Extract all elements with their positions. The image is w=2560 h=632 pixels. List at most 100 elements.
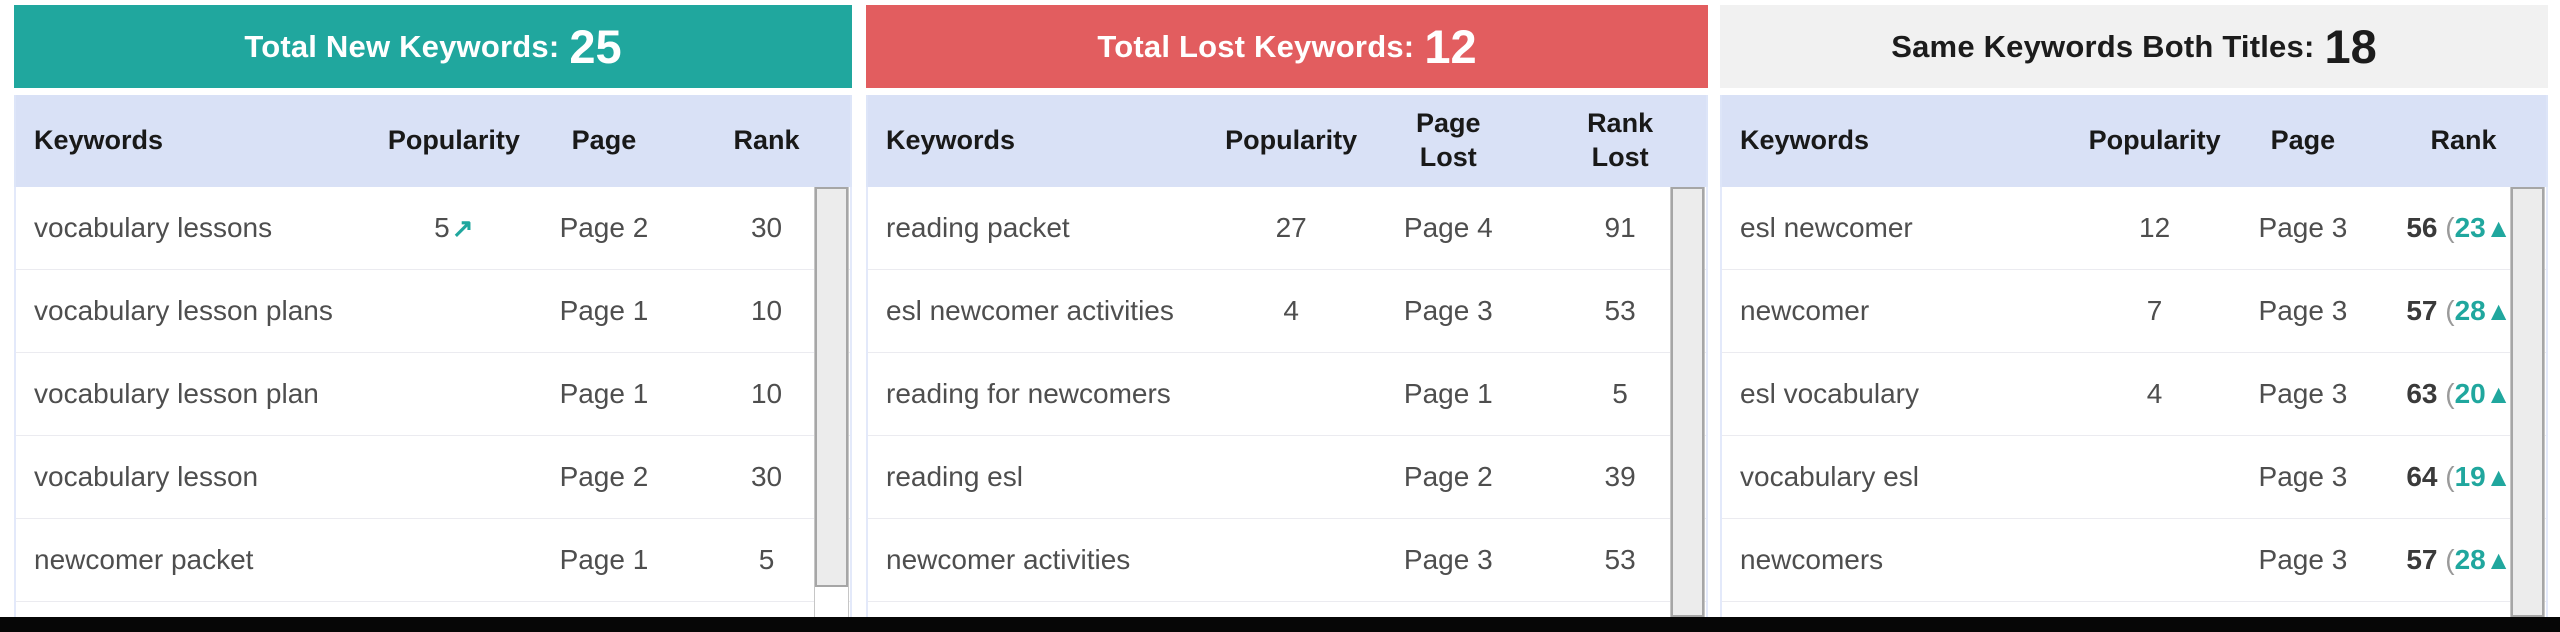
panel-title: Total New Keywords: (244, 28, 560, 64)
panel-same-keywords: Same Keywords Both Titles: 18 Keywords P… (1720, 5, 2548, 617)
page-cell: Page 3 (2258, 544, 2348, 575)
keyword-cell: newcomer (1740, 295, 1870, 326)
popularity-cell: 7 (2146, 295, 2163, 326)
table-row[interactable]: vocabulary lesson Page 2 30 (16, 436, 850, 519)
column-header-popularity: Popularity (1225, 125, 1358, 156)
keyword-cell: newcomers (1740, 544, 1884, 575)
page-cell: Page 1 (559, 295, 649, 326)
keyword-cell: vocabulary lesson plans (34, 295, 333, 326)
rank-cell: 5 (758, 544, 775, 575)
table-row[interactable]: newcomers Page 3 57 (28▲) (1722, 519, 2546, 602)
column-header-rank-lost: Rank Lost (1587, 108, 1654, 172)
column-header-keywords: Keywords (886, 125, 1016, 156)
column-header-popularity: Popularity (2088, 125, 2221, 156)
table-row[interactable]: esl newcomer 12 Page 3 56 (23▲) (1722, 187, 2546, 270)
scrollbar-thumb[interactable] (1671, 187, 1704, 617)
table-row[interactable]: reading esl Page 2 39 (868, 436, 1706, 519)
popularity-cell: 5↗ (434, 212, 474, 243)
page-cell: Page 2 (559, 461, 649, 492)
table-row[interactable]: vocabulary lesson plans Page 1 10 (16, 270, 850, 353)
keyword-cell: esl newcomer activities (886, 295, 1174, 326)
keyword-cell: vocabulary lesson plan (34, 378, 319, 409)
vertical-scrollbar[interactable] (814, 187, 849, 617)
bottom-black-bar (0, 617, 2560, 632)
rank-up-triangle-icon: ▲ (2485, 545, 2512, 575)
keyword-cell: vocabulary lesson (34, 461, 259, 492)
panel-title: Same Keywords Both Titles: (1891, 28, 2315, 64)
panel-title: Total Lost Keywords: (1097, 28, 1415, 64)
table-row[interactable]: newcomer packet Page 1 5 (16, 519, 850, 602)
table-row[interactable]: vocabulary esl Page 3 64 (19▲) (1722, 436, 2546, 519)
keyword-cell: esl vocabulary (1740, 378, 1919, 409)
vertical-scrollbar[interactable] (1670, 187, 1705, 617)
keyword-cell: newcomer packet (34, 544, 254, 575)
panel-count: 12 (1424, 20, 1477, 73)
popularity-cell: 4 (1283, 295, 1299, 326)
page-lost-cell: Page 2 (1403, 461, 1493, 492)
keyword-cell: vocabulary lessons (34, 212, 273, 243)
table-row[interactable]: reading for newcomers Page 1 5 (868, 353, 1706, 436)
table-row[interactable]: newcomer 7 Page 3 57 (28▲) (1722, 270, 2546, 353)
page-cell: Page 3 (2258, 378, 2348, 409)
vertical-scrollbar[interactable] (2510, 187, 2545, 617)
rank-cell: 10 (750, 295, 783, 326)
column-header-rank: Rank (2430, 125, 2497, 156)
column-header-keywords: Keywords (34, 125, 164, 156)
table-body: vocabulary lessons 5↗ Page 2 30 vocabula… (14, 187, 852, 617)
panel-count: 25 (569, 20, 622, 73)
rank-cell: 30 (750, 461, 783, 492)
table-row[interactable]: esl newcomer activities 4 Page 3 53 (868, 270, 1706, 353)
column-header-page: Page (571, 125, 637, 156)
column-header-row: Keywords Popularity Page Rank (14, 95, 852, 187)
column-header-popularity: Popularity (387, 125, 520, 156)
column-header-row: Keywords Popularity Page Rank (1720, 95, 2548, 187)
rank-up-triangle-icon: ▲ (2485, 462, 2512, 492)
keyword-cell: reading esl (886, 461, 1023, 492)
page-cell: Page 2 (559, 212, 649, 243)
lost-keywords-title-bar: Total Lost Keywords: 12 (866, 5, 1708, 88)
rank-lost-cell: 91 (1604, 212, 1636, 243)
rank-lost-cell: 5 (1612, 378, 1628, 409)
column-header-page-lost: Page Lost (1416, 108, 1481, 172)
table-row[interactable]: newcomer activities Page 3 53 (868, 519, 1706, 602)
page-lost-cell: Page 1 (1403, 378, 1493, 409)
column-header-row: Keywords Popularity Page Lost Rank Lost (866, 95, 1708, 187)
column-header-page: Page (2270, 125, 2336, 156)
keyword-cell: reading packet (886, 212, 1070, 243)
rank-up-triangle-icon: ▲ (2485, 296, 2512, 326)
popularity-cell: 12 (2139, 212, 2171, 243)
table-row[interactable]: esl vocabulary 4 Page 3 63 (20▲) (1722, 353, 2546, 436)
rank-up-triangle-icon: ▲ (2485, 213, 2512, 243)
column-header-rank: Rank (733, 125, 800, 156)
page-lost-cell: Page 4 (1403, 212, 1493, 243)
rank-up-triangle-icon: ▲ (2485, 379, 2512, 409)
table-body: reading packet 27 Page 4 91 esl newcomer… (866, 187, 1708, 617)
keyword-cell: newcomer activities (886, 544, 1131, 575)
page-cell: Page 3 (2258, 295, 2348, 326)
popularity-cell: 27 (1275, 212, 1307, 243)
trend-up-icon: ↗ (451, 213, 474, 243)
popularity-cell: 4 (2146, 378, 2163, 409)
column-header-keywords: Keywords (1740, 125, 1870, 156)
page-lost-cell: Page 3 (1403, 544, 1493, 575)
scrollbar-thumb[interactable] (815, 187, 848, 587)
table-row[interactable]: vocabulary lessons 5↗ Page 2 30 (16, 187, 850, 270)
rank-lost-cell: 53 (1604, 544, 1636, 575)
table-row[interactable]: reading packet 27 Page 4 91 (868, 187, 1706, 270)
rank-cell: 64 (19▲) (2406, 461, 2520, 492)
panel-lost-keywords: Total Lost Keywords: 12 Keywords Popular… (866, 5, 1708, 617)
new-keywords-title-bar: Total New Keywords: 25 (14, 5, 852, 88)
same-keywords-title-bar: Same Keywords Both Titles: 18 (1720, 5, 2548, 88)
keyword-cell: vocabulary esl (1740, 461, 1919, 492)
table-body: esl newcomer 12 Page 3 56 (23▲) newcomer… (1720, 187, 2548, 617)
keyword-cell: reading for newcomers (886, 378, 1171, 409)
panel-new-keywords: Total New Keywords: 25 Keywords Populari… (14, 5, 852, 617)
table-row[interactable]: vocabulary lesson plan Page 1 10 (16, 353, 850, 436)
page-cell: Page 3 (2258, 212, 2348, 243)
page-cell: Page 1 (559, 378, 649, 409)
scrollbar-thumb[interactable] (2511, 187, 2544, 617)
rank-lost-cell: 53 (1604, 295, 1636, 326)
rank-cell: 30 (750, 212, 783, 243)
rank-lost-cell: 39 (1604, 461, 1636, 492)
page-cell: Page 1 (559, 544, 649, 575)
